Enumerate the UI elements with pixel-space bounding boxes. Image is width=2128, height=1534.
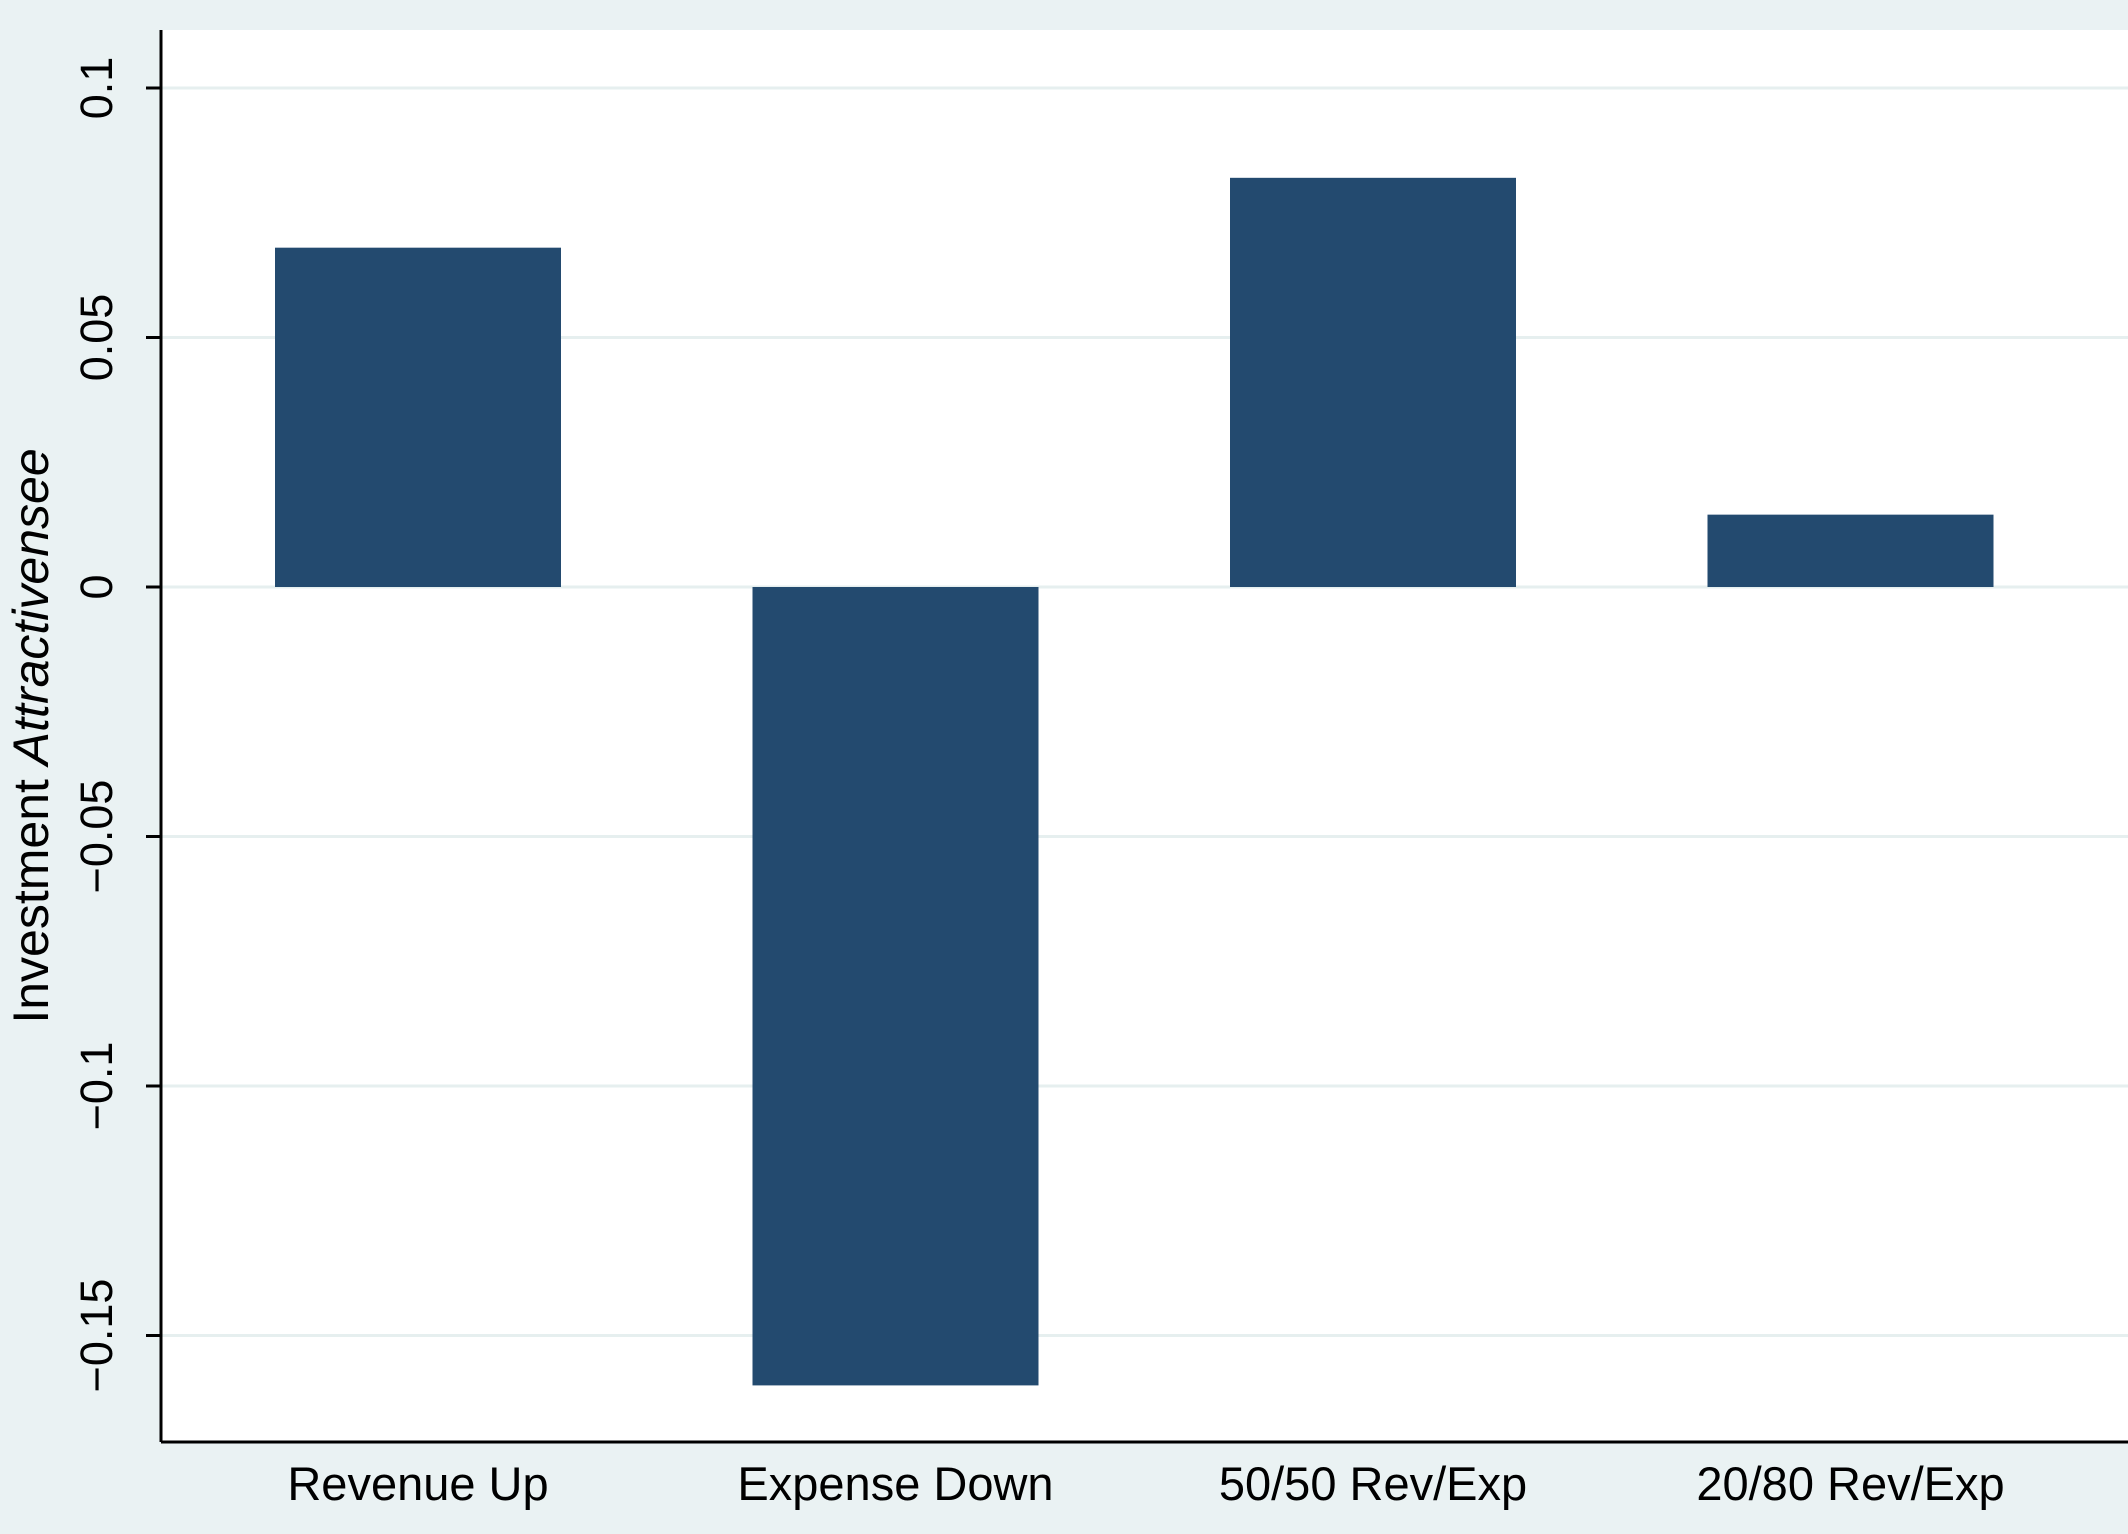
bar bbox=[275, 247, 561, 587]
x-category-label: Revenue Up bbox=[287, 1457, 548, 1510]
y-ticks: 0.1 0.05 0 −0.05 −0.1 −0.15 bbox=[71, 57, 161, 1393]
x-category-label: 20/80 Rev/Exp bbox=[1696, 1457, 2004, 1510]
x-category-label: 50/50 Rev/Exp bbox=[1219, 1457, 1527, 1510]
y-axis-label-plain: Investment bbox=[3, 765, 59, 1023]
y-tick-label: −0.15 bbox=[71, 1279, 122, 1393]
x-category-label: Expense Down bbox=[737, 1457, 1053, 1510]
bar bbox=[752, 587, 1039, 1386]
bar bbox=[1230, 177, 1516, 587]
bars bbox=[275, 177, 1994, 1386]
y-tick-label: −0.05 bbox=[71, 780, 122, 894]
y-axis-label-italic: Attractivensee bbox=[3, 448, 59, 768]
y-tick-label: 0 bbox=[71, 574, 122, 599]
y-axis-label: Investment Attractivensee bbox=[3, 448, 59, 1023]
x-category-labels: Revenue Up Expense Down 50/50 Rev/Exp 20/80… bbox=[287, 1457, 2004, 1510]
bar bbox=[1707, 514, 1994, 587]
plot-area bbox=[161, 30, 2128, 1442]
y-tick-label: −0.1 bbox=[71, 1042, 122, 1131]
y-tick-label: 0.05 bbox=[71, 294, 122, 382]
y-tick-label: 0.1 bbox=[71, 57, 122, 120]
